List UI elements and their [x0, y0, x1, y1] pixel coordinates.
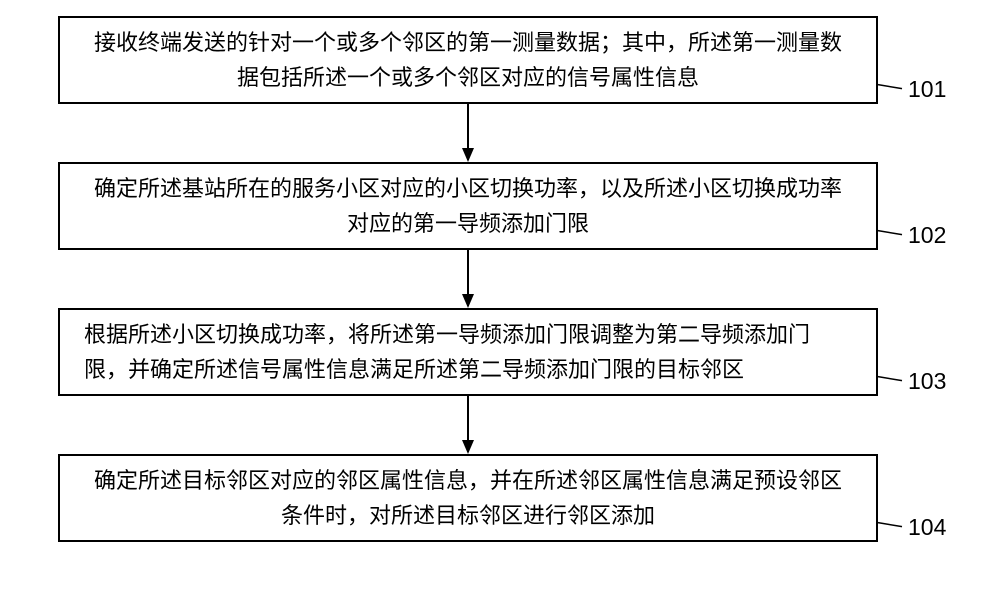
flow-node-label: 103: [908, 368, 946, 395]
flow-node-n4: 确定所述目标邻区对应的邻区属性信息，并在所述邻区属性信息满足预设邻区条件时，对所…: [58, 454, 878, 542]
flow-node-label: 102: [908, 222, 946, 249]
flowchart-canvas: 接收终端发送的针对一个或多个邻区的第一测量数据；其中，所述第一测量数据包括所述一…: [0, 0, 1000, 609]
flow-node-n1: 接收终端发送的针对一个或多个邻区的第一测量数据；其中，所述第一测量数据包括所述一…: [58, 16, 878, 104]
flow-node-label: 101: [908, 76, 946, 103]
flow-node-n3: 根据所述小区切换成功率，将所述第一导频添加门限调整为第二导频添加门限，并确定所述…: [58, 308, 878, 396]
flow-node-text: 确定所述基站所在的服务小区对应的小区切换功率，以及所述小区切换成功率对应的第一导…: [84, 171, 852, 241]
flow-node-n2: 确定所述基站所在的服务小区对应的小区切换功率，以及所述小区切换成功率对应的第一导…: [58, 162, 878, 250]
flow-node-text: 接收终端发送的针对一个或多个邻区的第一测量数据；其中，所述第一测量数据包括所述一…: [84, 25, 852, 95]
flow-node-label: 104: [908, 514, 946, 541]
flow-node-text: 确定所述目标邻区对应的邻区属性信息，并在所述邻区属性信息满足预设邻区条件时，对所…: [84, 463, 852, 533]
flow-node-text: 根据所述小区切换成功率，将所述第一导频添加门限调整为第二导频添加门限，并确定所述…: [84, 317, 852, 387]
